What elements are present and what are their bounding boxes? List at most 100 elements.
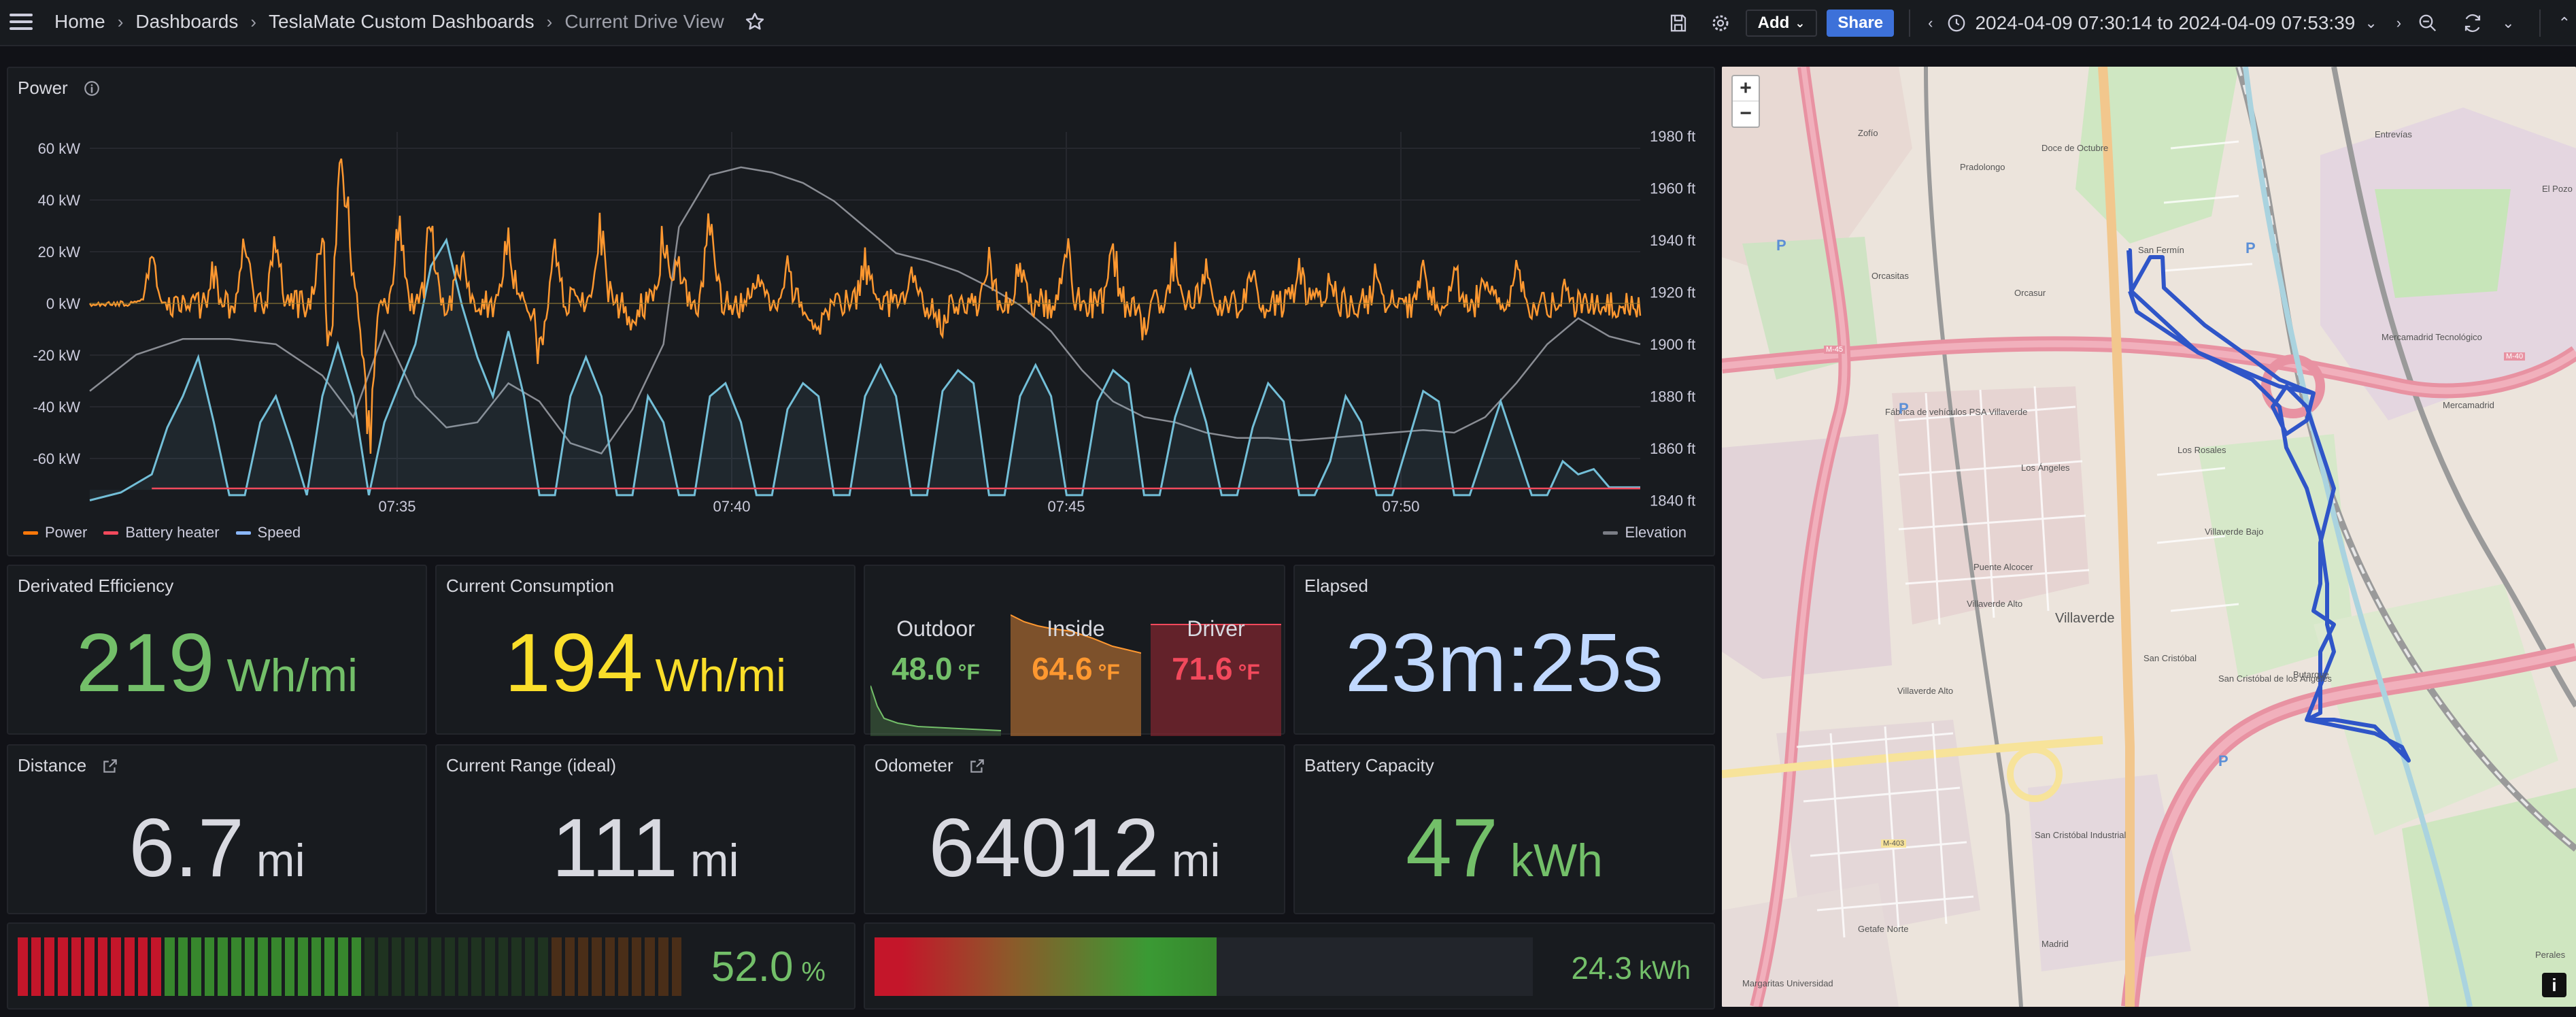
soc-segment [564,937,575,996]
soc-segment [271,937,282,996]
external-link-icon[interactable] [968,757,986,775]
legend-item-elevation[interactable]: Elevation [1603,524,1687,541]
x-tick-label: 07:45 [1047,498,1085,515]
chevron-right-icon: › [546,11,553,32]
time-back-icon[interactable]: ‹ [1928,14,1933,31]
add-button[interactable]: Add ⌄ [1745,10,1818,37]
soc-segment [298,937,308,996]
efficiency-value: 219 Wh/mi [8,615,426,710]
breadcrumb-home[interactable]: Home [54,11,105,32]
parking-icon: P [2245,239,2256,256]
y-left-tick-label: -40 kW [33,399,80,416]
soc-segment [431,937,441,996]
zoom-out-button[interactable]: − [1740,102,1752,124]
map-label: Villaverde [2055,611,2115,626]
toolbar-divider [1909,10,1911,37]
stat-unit: kWh [1510,835,1603,886]
soc-segment [204,937,215,996]
legend-item-speed[interactable]: Speed [235,524,301,541]
breadcrumb-dashboards[interactable]: Dashboards [135,11,239,32]
route-map[interactable]: Zofío Doce de Octubre Pradolongo Orcasit… [1722,67,2576,1007]
info-icon[interactable] [83,80,101,97]
soc-gauge-panel: 52.0% [7,922,855,1010]
soc-segment [151,937,161,996]
stat-number: 194 [504,616,643,709]
soc-segment [191,937,201,996]
y-left-tick-label: -20 kW [33,347,80,364]
soc-segment [511,937,522,996]
time-forward-icon[interactable]: › [2396,14,2402,31]
panel-title: Battery Capacity [1304,755,1434,776]
parking-icon: P [1776,237,1786,254]
stat-unit: % [801,957,826,987]
temp-unit: °F [1238,660,1260,684]
soc-segment [111,937,121,996]
soc-segment [605,937,615,996]
inside-sparkline [1011,614,1141,736]
soc-segment [31,937,41,996]
map-canvas[interactable] [1722,67,2576,1007]
stat-unit: mi [1171,835,1221,886]
chevron-down-icon[interactable]: ⌄ [2365,14,2377,31]
map-label: San Cristóbal Industrial [2035,830,2126,840]
collapse-up-icon[interactable]: ⌃ [2558,14,2571,31]
soc-segment [552,937,562,996]
road-shield: M-403 [1881,839,1907,848]
panel-title: Distance [18,755,119,776]
range-value: 111 mi [437,800,854,895]
legend-item-power[interactable]: Power [23,524,87,541]
legend-label: Elevation [1625,524,1687,541]
share-button[interactable]: Share [1827,10,1895,37]
chart-legend-right: Elevation [1603,524,1687,541]
soc-segment [418,937,428,996]
zoom-out-icon[interactable] [2418,13,2438,33]
chevron-down-icon: ⌄ [1795,16,1806,30]
soc-segment [84,937,95,996]
series-speed-line [89,237,1640,501]
save-icon[interactable] [1668,13,1689,33]
legend-item-battery-heater[interactable]: Battery heater [103,524,220,541]
map-label: Fábrica de vehículos PSA Villaverde [1885,407,2028,417]
temp-number: 48.0 [892,651,953,686]
soc-segment [44,937,54,996]
zoom-in-button[interactable]: + [1733,76,1759,101]
map-info-button[interactable]: i [2542,973,2566,997]
panel-title: Current Consumption [446,576,615,596]
legend-label: Power [45,524,88,541]
temp-label: Inside [1047,616,1105,641]
time-range-picker[interactable]: 2024-04-09 07:30:14 to 2024-04-09 07:53:… [1975,12,2356,33]
y-right-tick-label: 1920 ft [1650,284,1695,301]
temperature-panel: Outdoor 48.0 °F Inside 64.6 °F Driver 71.6… [864,565,1285,736]
series-power-line [88,158,1642,454]
panel-title: Current Range (ideal) [446,755,617,776]
odometer-value: 64012 mi [865,800,1284,895]
map-label: Margaritas Universidad [1742,978,1833,988]
battery-capacity-value: 47 kWh [1295,800,1714,895]
power-title-text: Power [18,78,68,98]
panel-title: Derivated Efficiency [18,576,174,596]
external-link-icon[interactable] [101,757,119,775]
menu-icon[interactable] [10,14,33,33]
star-icon[interactable] [745,12,765,32]
y-left-tick-label: 40 kW [38,192,81,209]
panel-title-text: Distance [18,755,87,776]
breadcrumb-folder[interactable]: TeslaMate Custom Dashboards [269,11,535,32]
soc-segment [324,937,335,996]
map-label: San Cristóbal de los Ángeles [2218,673,2332,684]
breadcrumb: Home › Dashboards › TeslaMate Custom Das… [54,11,765,33]
refresh-icon[interactable] [2462,13,2483,33]
chevron-down-icon[interactable]: ⌄ [2502,14,2515,31]
map-label: Getafe Norte [1858,924,1909,934]
y-right-tick-label: 1900 ft [1650,336,1695,353]
gear-icon[interactable] [1710,13,1731,33]
range-panel: Current Range (ideal) 111 mi [435,744,855,914]
x-tick-label: 07:35 [378,498,416,515]
soc-segment [405,937,415,996]
y-left-tick-label: 20 kW [38,244,81,261]
soc-segment [164,937,175,996]
soc-segment [498,937,509,996]
stat-number: 47 [1406,801,1498,894]
consumption-panel: Current Consumption 194 Wh/mi [435,565,855,735]
soc-segment [631,937,642,996]
stat-number: 23m:25s [1345,616,1663,709]
